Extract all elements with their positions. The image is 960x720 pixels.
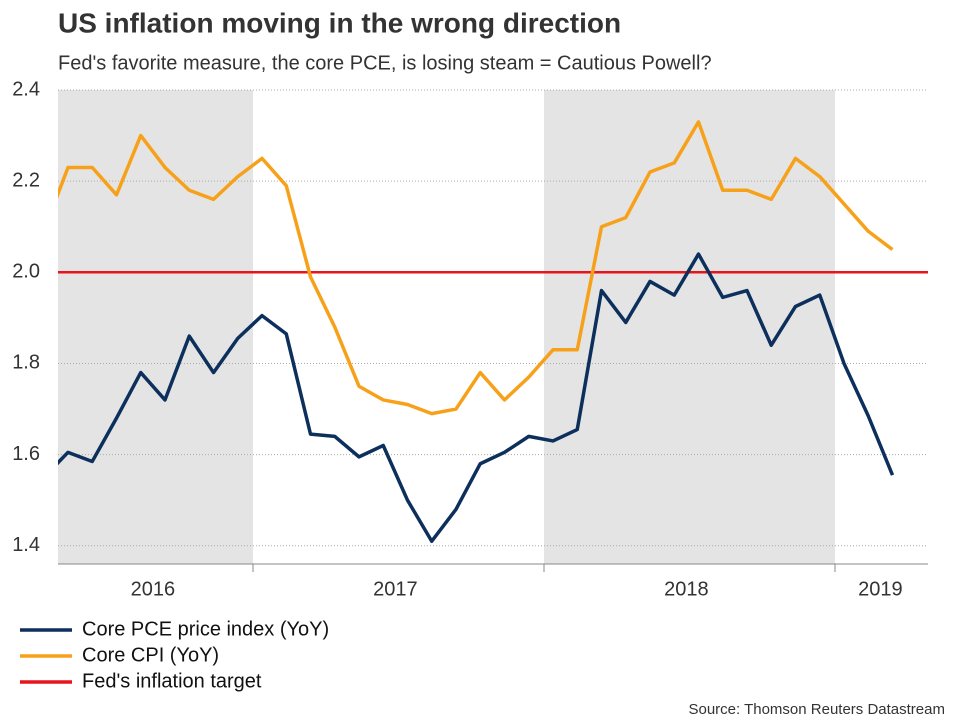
y-tick-label: 2.2: [12, 169, 40, 191]
shaded-band: [544, 90, 835, 564]
source: Source: Thomson Reuters Datastream: [688, 701, 945, 718]
x-tick-label: 2018: [664, 578, 709, 600]
legend-label: Fed's inflation target: [82, 670, 262, 692]
y-tick-label: 1.8: [12, 352, 40, 374]
y-tick-label: 1.4: [12, 534, 40, 556]
y-tick-label: 1.6: [12, 443, 40, 465]
legend-label: Core PCE price index (YoY): [82, 618, 329, 640]
x-tick-label: 2017: [373, 578, 418, 600]
y-tick-label: 2.0: [12, 261, 40, 283]
y-tick-label: 2.4: [12, 78, 40, 100]
chart-subtitle: Fed's favorite measure, the core PCE, is…: [58, 52, 712, 74]
chart-title: US inflation moving in the wrong directi…: [58, 7, 621, 38]
legend-label: Core CPI (YoY): [82, 644, 219, 666]
shaded-band: [58, 90, 253, 564]
series-line: [58, 120, 894, 416]
series-line: [58, 252, 895, 543]
x-tick-label: 2019: [858, 578, 903, 600]
x-tick-label: 2016: [131, 578, 176, 600]
